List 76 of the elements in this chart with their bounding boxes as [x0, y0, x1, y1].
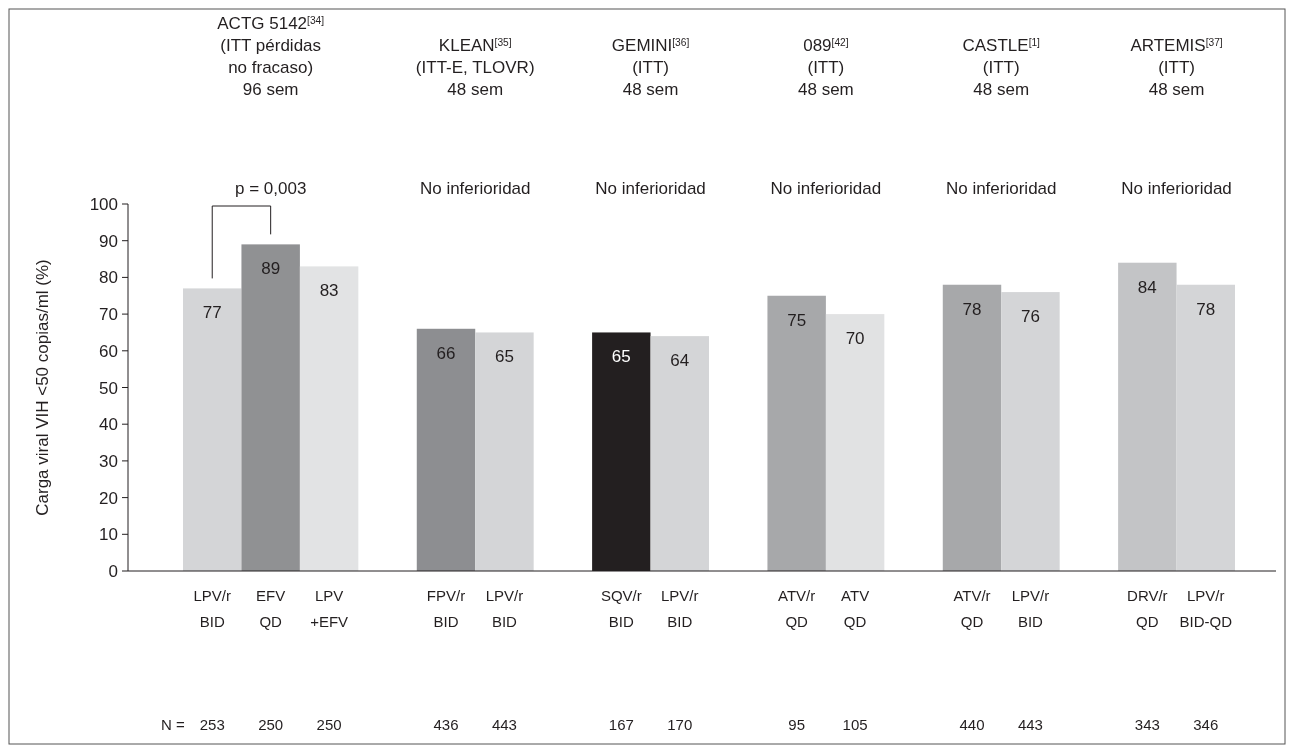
text: GEMINI$^{[36]}$ (ITT) 48 sem: [611, 36, 690, 99]
x-tick-label: DRV/r QD: [1127, 587, 1168, 630]
data-label: 78: [1196, 299, 1216, 319]
text: No inferioridad: [770, 179, 882, 198]
text: 443: [491, 716, 517, 733]
bar: [767, 295, 826, 571]
data-label: 65: [494, 347, 514, 367]
x-tick-label: FPV/r BID: [426, 587, 466, 630]
bar: [825, 314, 885, 571]
text: 089$^{[42]}$ (ITT) 48 sem: [798, 36, 854, 99]
bar: [1001, 292, 1060, 571]
data-label: 84: [1137, 277, 1157, 297]
x-tick-label: SQV/r BID: [600, 587, 642, 630]
y-tick-label: 20: [99, 488, 118, 508]
x-tick-label: EFV QD: [256, 587, 286, 630]
text: 170: [667, 716, 693, 733]
bar: [475, 332, 534, 571]
text: 443: [1017, 716, 1043, 733]
bar: [942, 284, 1002, 571]
text: No inferioridad: [945, 179, 1057, 198]
x-tick-label: LPV/r BID: [1011, 587, 1050, 630]
text: ARTEMIS$^{[37]}$ (ITT) 48 sem: [1130, 36, 1223, 99]
bar: [299, 266, 359, 571]
text: ACTG 5142$^{[34]}$ (ITT pérdidas no fracaso) 96 sem: [217, 14, 325, 99]
data-label: 76: [1020, 307, 1040, 327]
x-tick-label: LPV/r BID: [193, 587, 231, 630]
text: No inferioridad: [1121, 179, 1232, 198]
x-tick-label: ATV/r QD: [778, 587, 816, 630]
bar: [416, 328, 476, 571]
y-tick-label: 80: [99, 268, 118, 288]
text: 167: [608, 716, 634, 733]
text: N =: [161, 716, 186, 733]
y-tick-label: 60: [99, 341, 118, 361]
text: KLEAN$^{[35]}$ (ITT-E, TLOVR) 48 sem: [415, 36, 535, 99]
x-tick-label: LPV +EFV: [310, 587, 349, 630]
y-tick-label: 10: [99, 525, 118, 545]
text: 95: [788, 716, 806, 733]
x-tick-label: ATV/r QD: [953, 587, 991, 630]
x-tick-label: LPV/r BID: [661, 587, 699, 630]
bar: [241, 244, 300, 571]
y-tick-label: 0: [108, 562, 118, 581]
bar: [650, 336, 709, 571]
text: 346: [1193, 716, 1219, 733]
text: No inferioridad: [595, 179, 706, 198]
text: 343: [1134, 716, 1160, 733]
y-tick-label: 90: [99, 231, 118, 251]
bar: [183, 288, 242, 571]
data-label: 75: [787, 310, 807, 330]
text: 250: [258, 716, 284, 733]
data-label: 77: [202, 303, 222, 323]
data-label: 64: [670, 351, 690, 371]
data-label: 78: [962, 299, 982, 319]
data-label: 65: [611, 347, 631, 367]
text: 105: [842, 716, 868, 733]
data-label: 83: [319, 281, 339, 301]
text: 436: [433, 716, 459, 733]
text: 250: [316, 716, 342, 733]
text: No inferioridad: [419, 179, 531, 198]
bar: [1176, 284, 1235, 571]
bar: [1118, 262, 1177, 571]
x-tick-label: LPV/r BID: [485, 587, 524, 630]
text: p = 0,003: [234, 179, 307, 198]
x-tick-label: LPV/r BID-QD: [1179, 587, 1233, 630]
y-tick-label: 70: [99, 305, 118, 325]
y-tick-label: 30: [99, 451, 118, 471]
y-tick-label: 50: [99, 378, 118, 398]
data-label: 66: [436, 343, 456, 363]
x-tick-label: ATV QD: [841, 587, 870, 630]
y-tick-label: 100: [89, 195, 118, 214]
text: 440: [959, 716, 985, 733]
data-label: 70: [845, 329, 865, 349]
y-axis-title: Carga viral VIH <50 copias/ml (%): [33, 259, 52, 516]
data-label: 89: [261, 259, 281, 279]
text: 253: [199, 716, 225, 733]
text: CASTLE$^{[1]}$ (ITT) 48 sem: [962, 36, 1040, 99]
y-tick-label: 40: [99, 415, 118, 435]
